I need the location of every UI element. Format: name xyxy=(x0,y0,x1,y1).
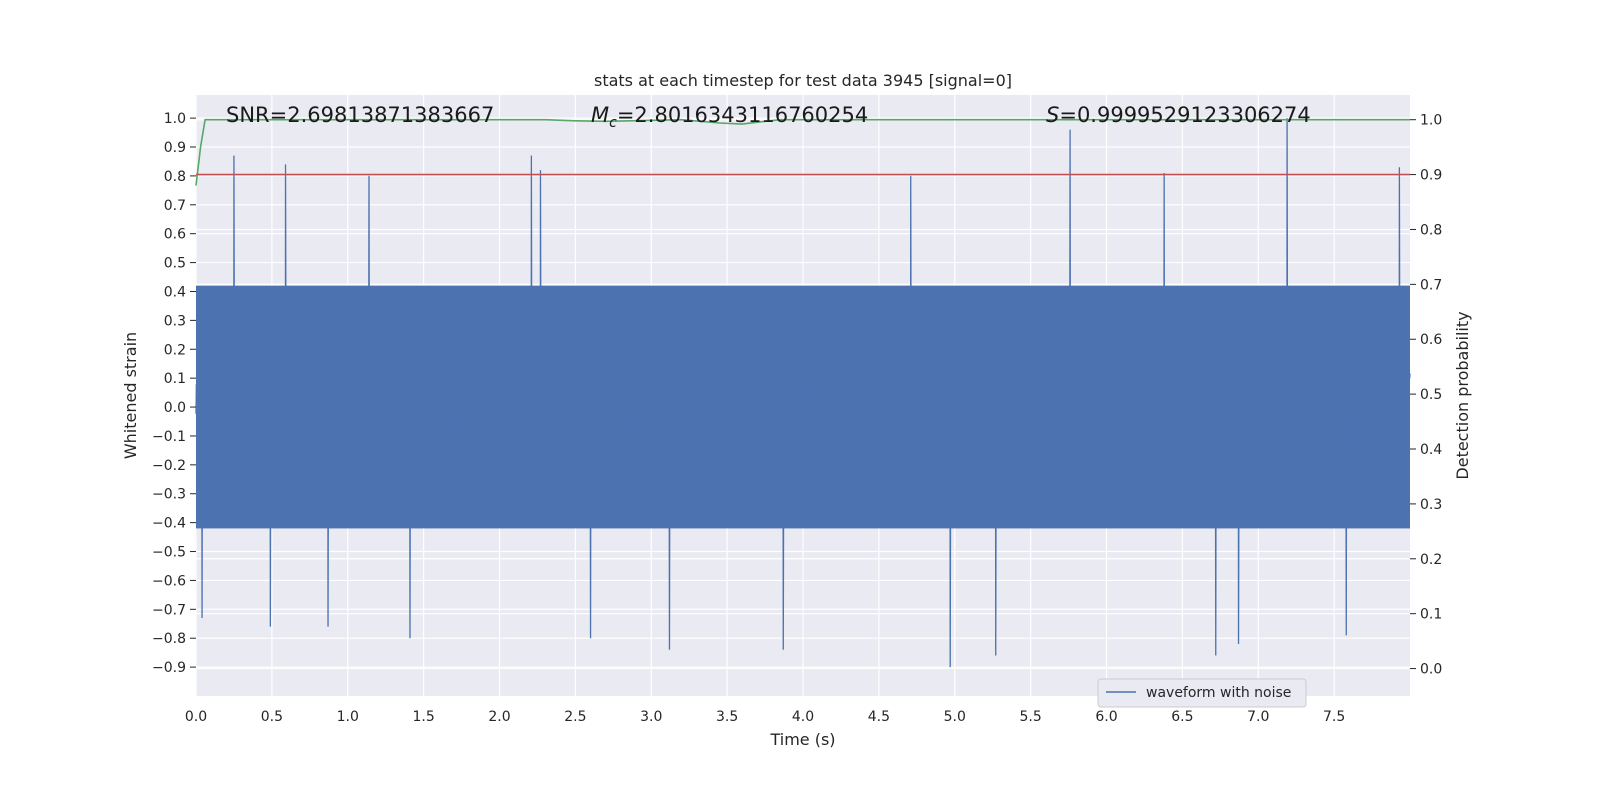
x-tick-label: 0.5 xyxy=(261,709,283,725)
x-tick-label: 5.0 xyxy=(944,709,966,725)
y-right-tick-label: 0.1 xyxy=(1420,607,1442,623)
y-right-tick-label: 0.2 xyxy=(1420,552,1442,568)
y-left-tick-label: 0.9 xyxy=(164,140,186,156)
y-right-tick-label: 0.0 xyxy=(1420,662,1442,678)
y-left-tick-label: −0.5 xyxy=(152,545,186,561)
x-tick-label: 6.0 xyxy=(1095,709,1117,725)
annotation-s-symbol: S xyxy=(1046,103,1059,127)
annotation-mc-symbol: M xyxy=(591,103,609,127)
x-tick-label: 7.5 xyxy=(1323,709,1345,725)
y-left-tick-label: 0.8 xyxy=(164,169,186,185)
x-tick-label: 7.0 xyxy=(1247,709,1269,725)
annotation-mc-value: =2.8016343116760254 xyxy=(617,103,868,127)
y-right-axis-ticks: 0.0 0.1 0.2 0.3 0.4 0.5 0.6 0.7 0.8 0.9 1.0 xyxy=(1410,113,1442,678)
x-tick-label: 1.0 xyxy=(337,709,359,725)
y-left-tick-label: 0.2 xyxy=(164,342,186,358)
y-left-tick-label: −0.2 xyxy=(152,458,186,474)
x-tick-label: 3.0 xyxy=(640,709,662,725)
y-right-tick-label: 0.5 xyxy=(1420,387,1442,403)
x-tick-label: 2.5 xyxy=(564,709,586,725)
chart-title: stats at each timestep for test data 394… xyxy=(594,71,1012,90)
x-axis-ticks: 0.0 0.5 1.0 1.5 2.0 2.5 3.0 3.5 4.0 4.5 5.0 5.5 6.0 6… xyxy=(185,709,1345,725)
y-left-tick-label: 0.5 xyxy=(164,256,186,272)
y-left-tick-label: −0.9 xyxy=(152,660,186,676)
y-right-tick-label: 0.6 xyxy=(1420,332,1442,348)
y-left-tick-label: 1.0 xyxy=(164,111,186,127)
y-left-axis-ticks: −0.9 −0.8 −0.7 −0.6 −0.5 −0.4 −0.3 −0.2 −0.1 0.0 0… xyxy=(152,111,196,676)
y-left-tick-label: 0.7 xyxy=(164,198,186,214)
y-right-tick-label: 1.0 xyxy=(1420,113,1442,129)
annotation-s-value: =0.9999529123306274 xyxy=(1059,103,1310,127)
y-left-tick-label: −0.1 xyxy=(152,429,186,445)
x-tick-label: 6.5 xyxy=(1171,709,1193,725)
y-left-tick-label: 0.6 xyxy=(164,227,186,243)
x-axis-label: Time (s) xyxy=(769,730,835,749)
y-right-tick-label: 0.8 xyxy=(1420,222,1442,238)
y-left-tick-label: −0.7 xyxy=(152,602,186,618)
legend-entry-waveform: waveform with noise xyxy=(1146,685,1291,701)
x-tick-label: 4.5 xyxy=(868,709,890,725)
probability-lines xyxy=(195,118,1410,186)
y-right-tick-label: 0.3 xyxy=(1420,497,1442,513)
y-right-tick-label: 0.4 xyxy=(1420,442,1442,458)
x-tick-label: 3.5 xyxy=(716,709,738,725)
x-tick-label: 0.0 xyxy=(185,709,207,725)
series-waveform-with-noise xyxy=(195,118,1411,668)
y-left-tick-label: −0.6 xyxy=(152,573,186,589)
y-right-tick-label: 0.9 xyxy=(1420,168,1442,184)
x-tick-label: 2.0 xyxy=(488,709,510,725)
x-tick-label: 1.5 xyxy=(412,709,434,725)
noise-line xyxy=(195,118,1411,668)
x-tick-label: 4.0 xyxy=(792,709,814,725)
y-left-tick-label: 0.3 xyxy=(164,313,186,329)
detection-probability-line xyxy=(195,118,1410,186)
y-left-tick-label: −0.3 xyxy=(152,487,186,503)
legend-box xyxy=(1097,678,1307,708)
annotation-snr: SNR=2.69813871383667 xyxy=(226,103,494,127)
annotation-s: S=0.9999529123306274 xyxy=(1046,103,1311,127)
y-left-tick-label: 0.1 xyxy=(164,371,186,387)
y-right-tick-label: 0.7 xyxy=(1420,277,1442,293)
annotation-mc-subscript: c xyxy=(609,115,617,131)
legend: waveform with noise xyxy=(1097,678,1307,708)
y-right-axis-label: Detection probability xyxy=(1453,311,1472,479)
y-left-tick-label: −0.8 xyxy=(152,631,186,647)
y-left-axis-label: Whitened strain xyxy=(121,332,140,459)
y-left-tick-label: 0.0 xyxy=(164,400,186,416)
annotation-chirp-mass: Mc=2.8016343116760254 xyxy=(591,103,868,131)
y-left-tick-label: −0.4 xyxy=(152,516,186,532)
x-tick-label: 5.5 xyxy=(1019,709,1041,725)
y-left-tick-label: 0.4 xyxy=(164,284,186,300)
